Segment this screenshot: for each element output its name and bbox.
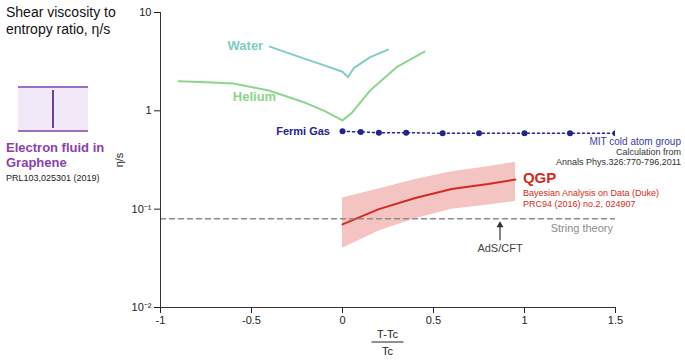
svg-text:-1: -1 xyxy=(156,314,166,326)
svg-text:Bayesian Analysis on Data (Duk: Bayesian Analysis on Data (Duke) xyxy=(523,188,659,198)
svg-text:1: 1 xyxy=(145,104,151,116)
svg-text:Fermi Gas: Fermi Gas xyxy=(276,125,330,137)
svg-text:0.5: 0.5 xyxy=(426,314,441,326)
svg-text:Calculation from: Calculation from xyxy=(616,147,681,157)
html-text:Electron fluid in Graphene: Electron fluid in Graphene xyxy=(6,140,105,170)
svg-text:Helium: Helium xyxy=(233,89,276,104)
svg-text:String theory: String theory xyxy=(551,222,614,234)
svg-text:η/s: η/s xyxy=(113,152,125,167)
svg-text:10: 10 xyxy=(139,6,151,18)
svg-text:1.5: 1.5 xyxy=(608,314,623,326)
svg-text:MIT cold atom group: MIT cold atom group xyxy=(589,136,681,147)
svg-text:0: 0 xyxy=(339,314,345,326)
html-text:Shear viscosity to entropy rat: Shear viscosity to entropy ratio, η/s xyxy=(6,4,116,37)
svg-text:Water: Water xyxy=(228,38,264,53)
svg-text:AdS/CFT: AdS/CFT xyxy=(477,242,523,254)
svg-text:QGP: QGP xyxy=(523,169,556,186)
svg-text:PRC94 (2016) no.2, 024907: PRC94 (2016) no.2, 024907 xyxy=(523,199,636,209)
svg-text:-0.5: -0.5 xyxy=(242,314,261,326)
svg-text:10⁻¹: 10⁻¹ xyxy=(132,203,152,215)
svg-text:1: 1 xyxy=(521,314,527,326)
html-text:PRL103,025301 (2019): PRL103,025301 (2019) xyxy=(6,173,100,183)
svg-text:Tc: Tc xyxy=(382,345,394,357)
svg-text:10⁻²: 10⁻² xyxy=(132,301,152,313)
svg-text:T-Tc: T-Tc xyxy=(377,328,398,340)
svg-text:Annals Phys.326:770-796,2011: Annals Phys.326:770-796,2011 xyxy=(556,157,681,167)
